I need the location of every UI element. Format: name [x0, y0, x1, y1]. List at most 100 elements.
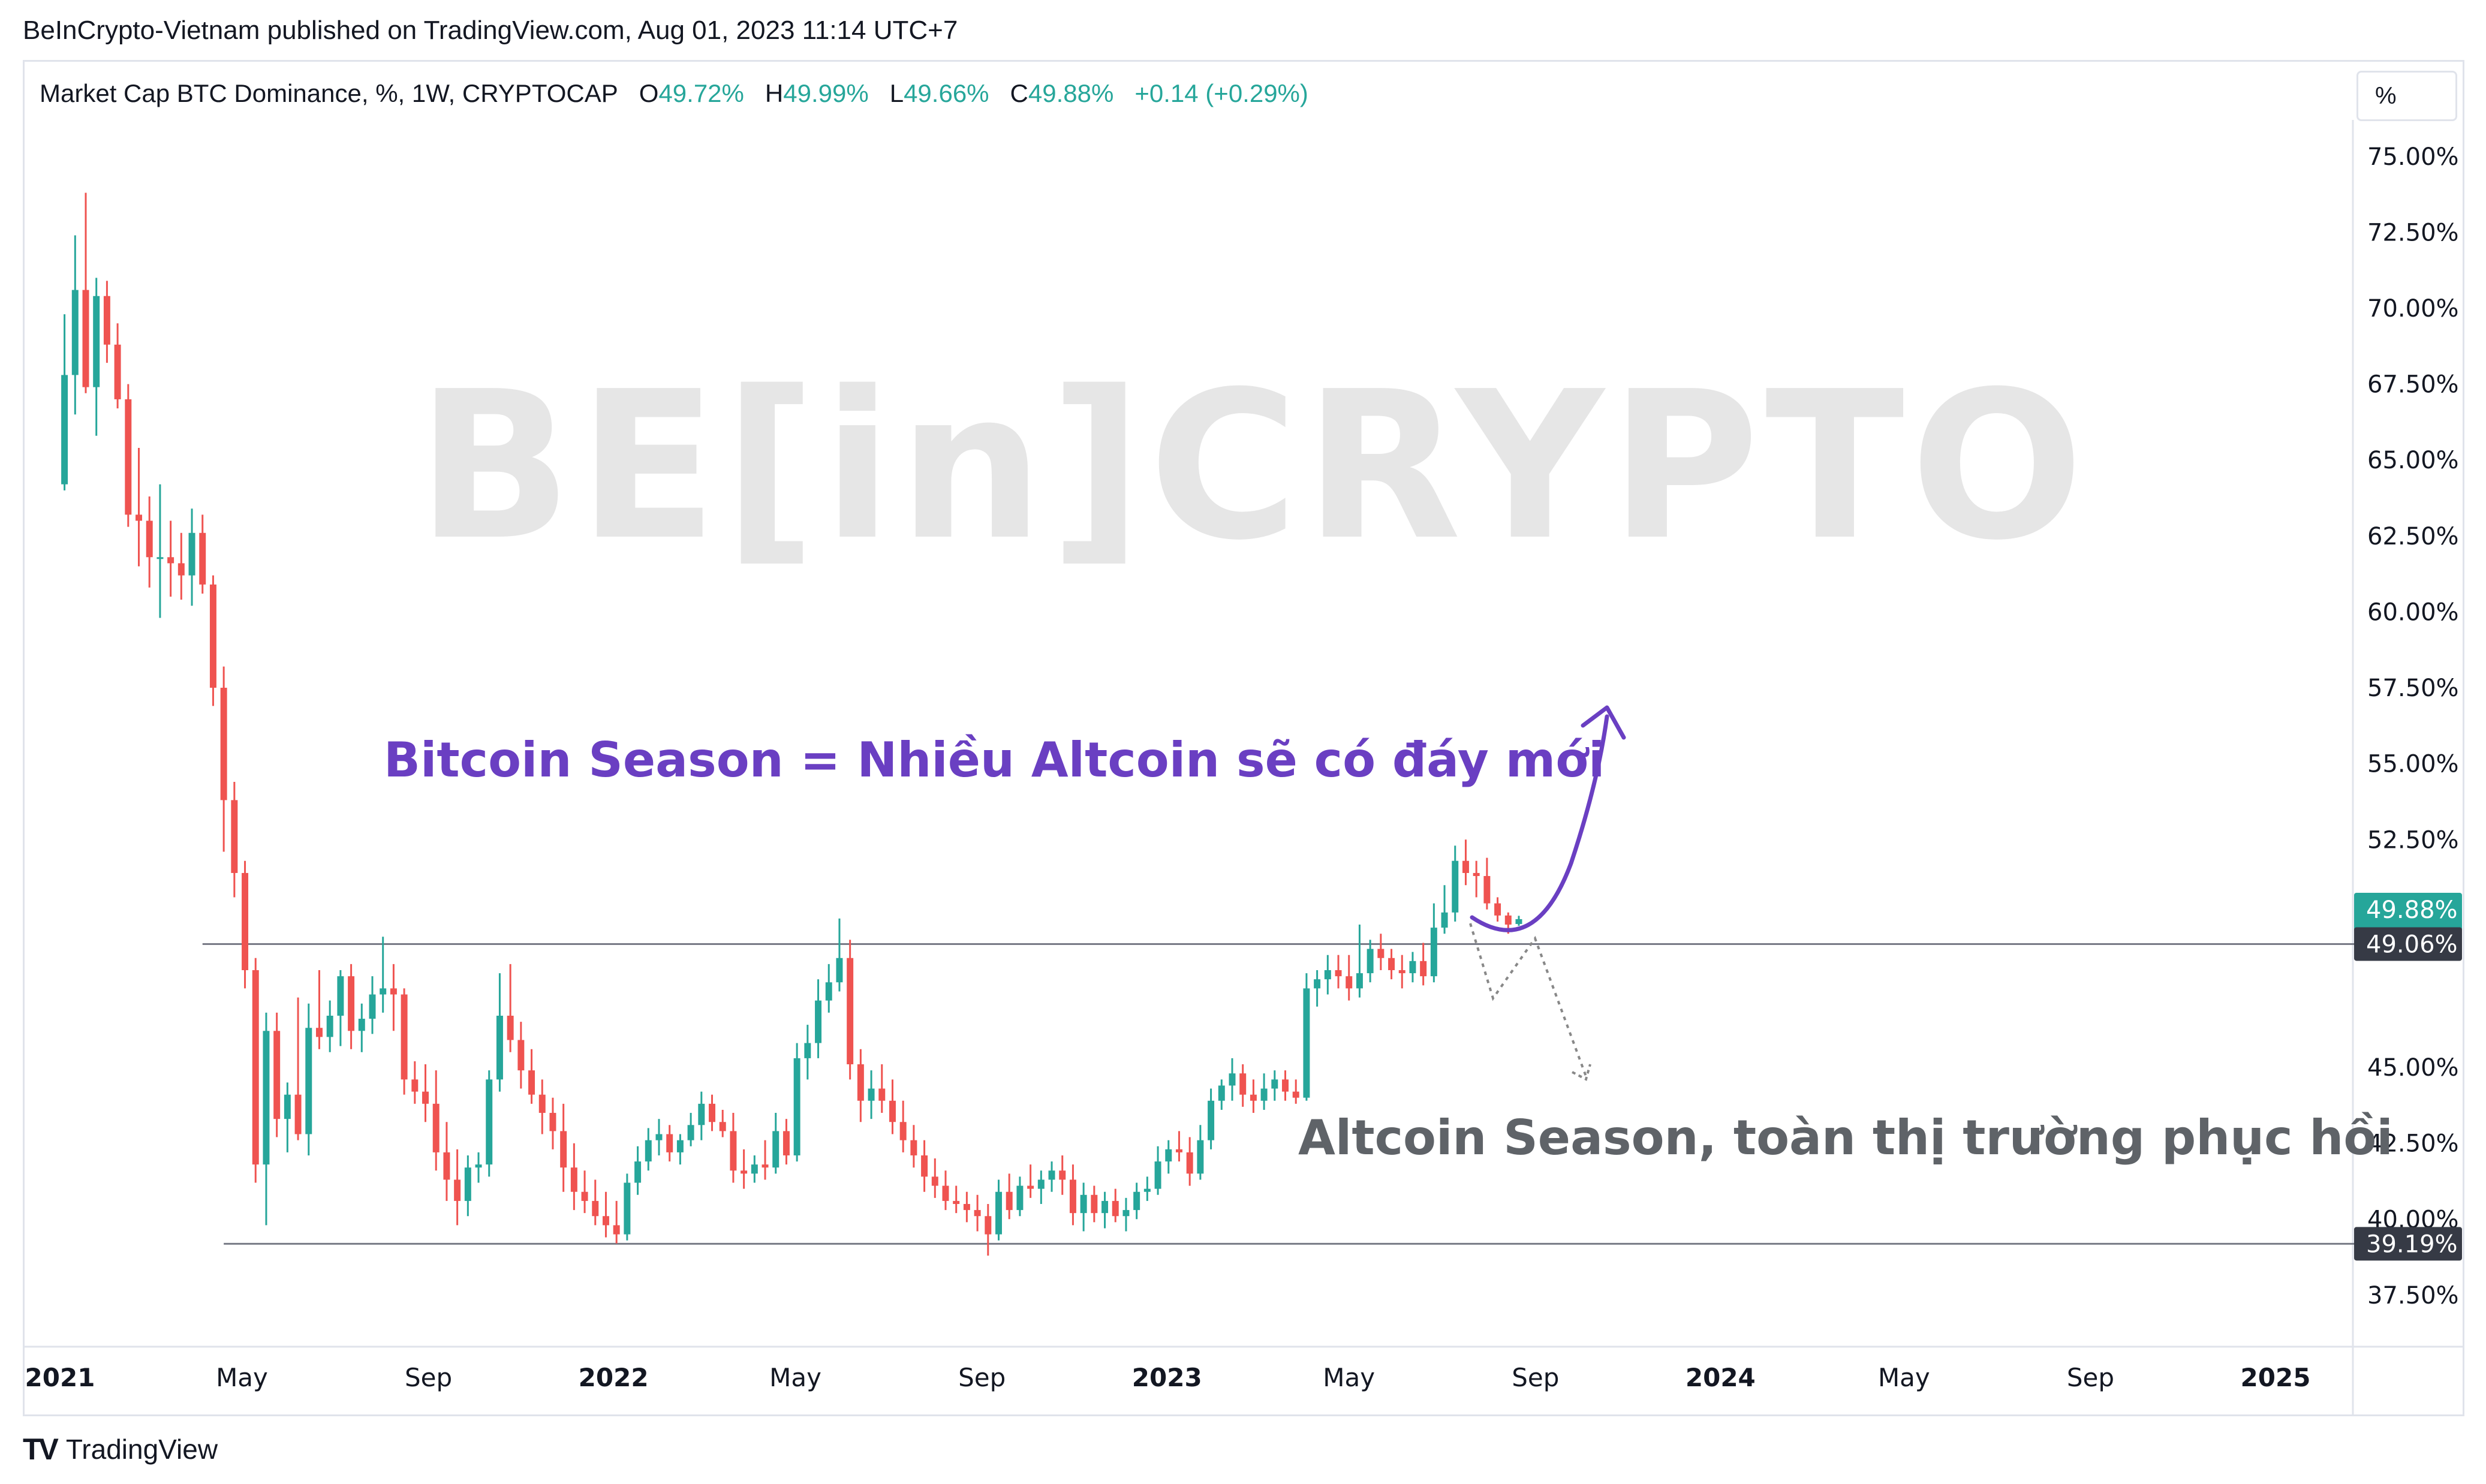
- time-tick-label: Sep: [2067, 1363, 2114, 1392]
- candle-body: [380, 988, 387, 995]
- candle-body: [294, 1094, 302, 1134]
- candle: [995, 1179, 1002, 1241]
- candle: [1037, 1170, 1045, 1204]
- candle-body: [1218, 1085, 1225, 1101]
- candle-body: [1260, 1088, 1268, 1101]
- candle: [634, 1146, 642, 1195]
- price-axis[interactable]: 75.00% 72.50% 70.00% 67.50% 65.00% 62.50% 60.0…: [2367, 143, 2459, 1310]
- candle: [1186, 1137, 1193, 1186]
- candle-body: [592, 1200, 599, 1217]
- time-tick-label: 2025: [2241, 1363, 2311, 1392]
- candle: [613, 1200, 620, 1244]
- price-badge-label: 49.88%: [2366, 896, 2458, 924]
- candle: [1218, 1079, 1225, 1110]
- candle-body: [782, 1131, 790, 1155]
- footer[interactable]: TV TradingView: [23, 1432, 218, 1467]
- candle: [709, 1094, 715, 1131]
- candle-body: [1388, 958, 1395, 971]
- candle-body: [443, 1152, 450, 1180]
- candle-body: [836, 958, 843, 983]
- candle-body: [549, 1113, 556, 1131]
- candle: [1314, 970, 1321, 1007]
- candle: [1154, 1146, 1161, 1195]
- candle: [443, 1122, 450, 1201]
- candle: [464, 1155, 471, 1217]
- time-tick-label: Sep: [958, 1363, 1006, 1392]
- candle-body: [602, 1216, 609, 1226]
- candle-body: [560, 1131, 567, 1168]
- candle-body: [687, 1125, 694, 1140]
- candle: [1175, 1131, 1182, 1162]
- candle: [517, 1022, 525, 1089]
- candle-body: [709, 1103, 715, 1122]
- candle-body: [1080, 1194, 1087, 1214]
- candle-body: [538, 1094, 546, 1113]
- candle-body: [1250, 1094, 1257, 1101]
- candle-body: [751, 1164, 758, 1174]
- candle: [220, 666, 227, 852]
- candle-body: [220, 688, 227, 800]
- candle-body: [315, 1028, 323, 1037]
- candle-body: [167, 557, 174, 564]
- candle: [411, 1061, 419, 1104]
- candle-body: [305, 1028, 312, 1134]
- price-badge: 39.19%: [2354, 1227, 2462, 1261]
- watermark-text: BE[in]CRYPTO: [417, 348, 2090, 585]
- candle: [825, 964, 832, 1013]
- candle-body: [1420, 961, 1427, 977]
- candle: [263, 1012, 270, 1226]
- candle-body: [114, 344, 121, 399]
- candle-body: [1430, 928, 1437, 977]
- candle: [242, 860, 249, 989]
- price-tick-label: 57.50%: [2367, 675, 2459, 702]
- candle-body: [358, 1019, 365, 1031]
- candle-body: [868, 1088, 875, 1101]
- candle: [1483, 857, 1491, 910]
- candle: [390, 964, 397, 1031]
- candle: [899, 1100, 907, 1152]
- candle: [889, 1079, 896, 1134]
- candle: [1006, 1173, 1013, 1220]
- time-tick-label: May: [1878, 1363, 1930, 1392]
- candle: [782, 1119, 790, 1165]
- candle: [507, 964, 514, 1052]
- candle-body: [825, 982, 832, 1001]
- candle-body: [369, 994, 376, 1019]
- candle: [528, 1049, 535, 1104]
- candle-body: [1229, 1073, 1236, 1086]
- candle-body: [1452, 860, 1459, 913]
- candle-body: [985, 1216, 992, 1235]
- symbol-legend[interactable]: Market Cap BTC Dominance, %, 1W, CRYPTOC…: [40, 79, 1308, 108]
- candle-body: [953, 1200, 960, 1204]
- candle-body: [613, 1225, 620, 1235]
- candle-body: [1462, 860, 1469, 873]
- candle: [209, 575, 216, 706]
- candle-body: [1006, 1191, 1013, 1211]
- candle: [655, 1119, 663, 1155]
- candle-body: [1048, 1170, 1055, 1180]
- time-axis[interactable]: 2021 May Sep 2022 May Sep 2023 May Sep 2024 May Sep…: [25, 1363, 2311, 1392]
- candle-body: [581, 1191, 588, 1201]
- candle: [1409, 952, 1416, 983]
- candle: [1420, 943, 1427, 986]
- candle-body: [1091, 1194, 1098, 1214]
- candle-body: [156, 557, 164, 559]
- candle: [666, 1125, 673, 1162]
- low-label: L: [889, 79, 904, 107]
- candle: [793, 1043, 800, 1162]
- candle-body: [815, 1000, 822, 1043]
- candle: [931, 1158, 938, 1198]
- candle-body: [634, 1161, 642, 1183]
- candle: [82, 192, 89, 393]
- time-tick-label: 2021: [25, 1363, 95, 1392]
- candle-body: [1133, 1191, 1140, 1211]
- candle: [1515, 916, 1522, 926]
- candle: [878, 1064, 886, 1113]
- candle-body: [1101, 1200, 1109, 1214]
- candle-body: [1483, 876, 1491, 904]
- candle: [1027, 1164, 1034, 1198]
- time-tick-label: Sep: [1512, 1363, 1559, 1392]
- percent-scale-button[interactable]: %: [2356, 71, 2457, 121]
- candle: [538, 1079, 546, 1134]
